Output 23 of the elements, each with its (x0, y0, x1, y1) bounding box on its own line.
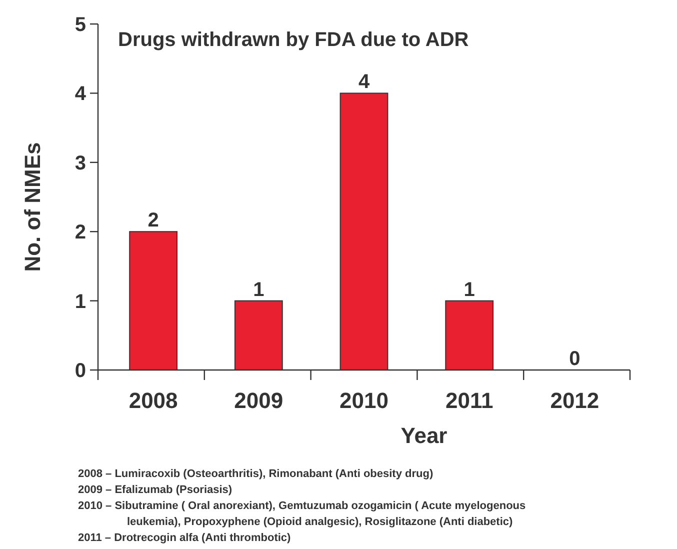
x-tick-label: 2011 (445, 388, 494, 413)
data-label: 0 (569, 348, 580, 370)
data-label: 2 (148, 210, 159, 232)
y-tick-label: 0 (74, 360, 86, 382)
text: 2010 – Sibutramine ( Oral anorexiant), Gemtuzumab ozogamicin ( Acute myelogenous leukemia), Propoxyphene (Opioid analgesic), Rosiglitazone (Anti diabetic) (78, 500, 526, 528)
x-tick-label: 2008 (128, 388, 178, 413)
text: 2011 – Drotrecogin alfa (Anti thrombotic) (78, 532, 292, 544)
data-label: 1 (253, 278, 264, 301)
y-tick-label: 4 (74, 83, 87, 106)
y-tick-label: 2 (74, 222, 86, 244)
y-tick-label: 1 (74, 290, 86, 313)
x-tick-label: 2009 (234, 388, 284, 413)
data-label: 4 (358, 71, 370, 94)
y-axis-title: No. of NMEs (20, 142, 45, 272)
data-label: 1 (464, 278, 475, 301)
x-axis-title: Year (400, 423, 448, 448)
chart-title: Drugs withdrawn by FDA due to ADR (118, 29, 470, 51)
x-tick-label: 2012 (550, 388, 600, 413)
text: 2009 – Efalizumab (Psoriasis) (78, 484, 232, 496)
x-tick-label: 2010 (340, 388, 388, 413)
y-tick-label: 3 (74, 152, 86, 174)
y-tick-label: 5 (74, 14, 86, 36)
text: 2008 – Lumiracoxib (Osteoarthritis), Rimonabant (Anti obesity drug) (78, 468, 434, 480)
